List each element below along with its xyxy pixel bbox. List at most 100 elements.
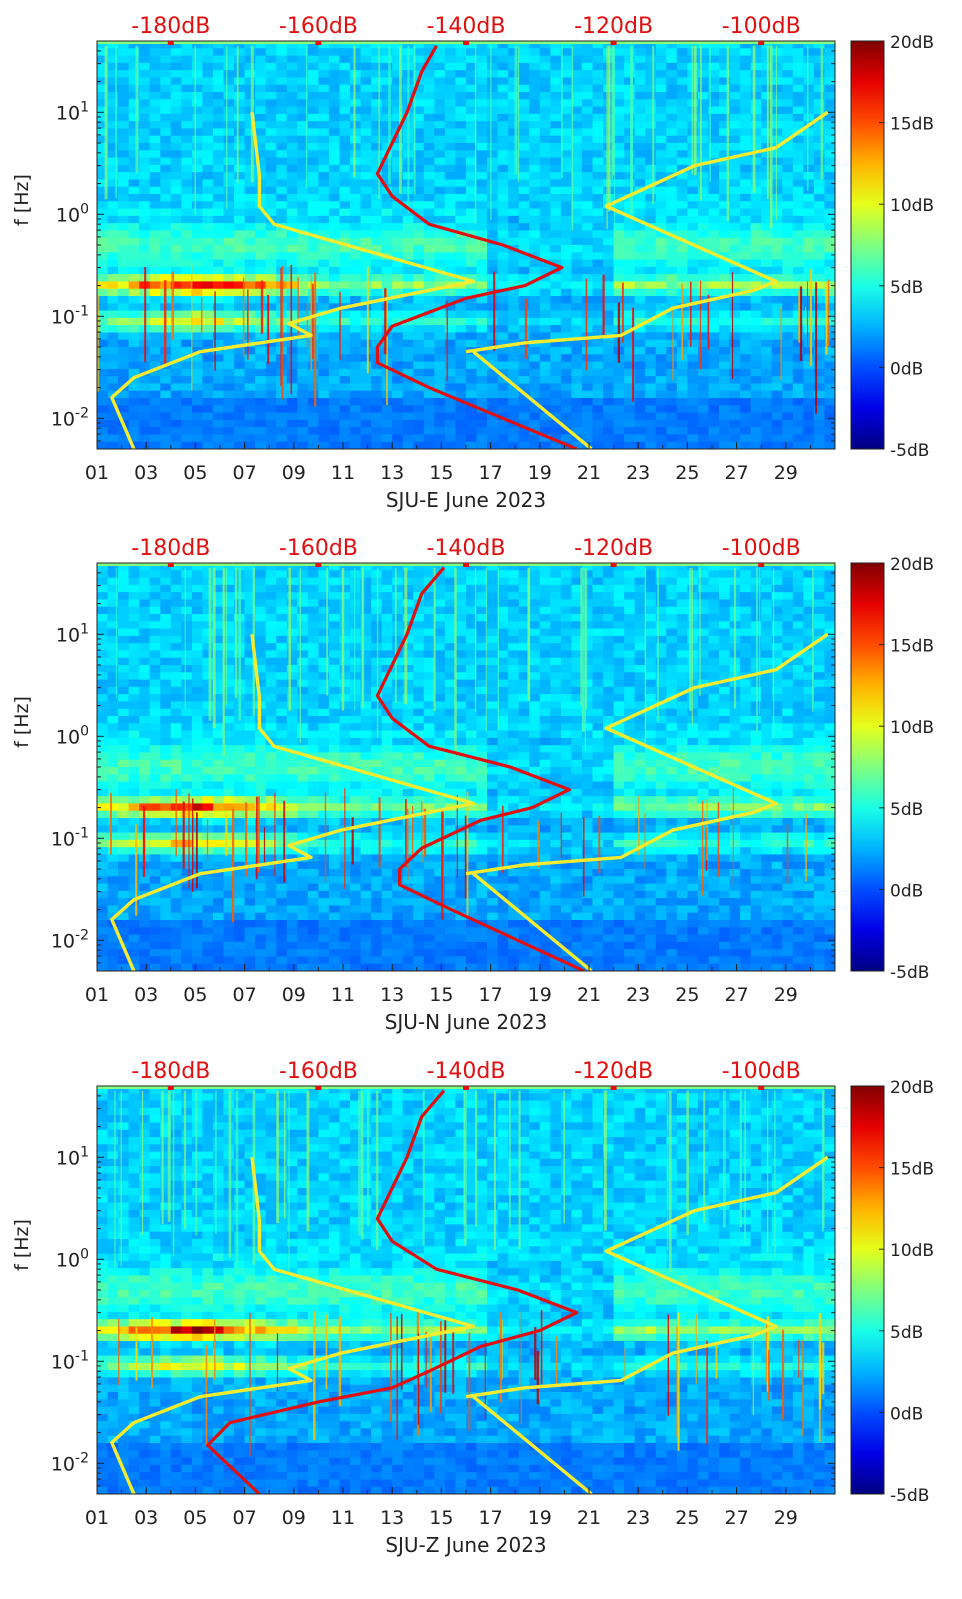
heatmap-cell xyxy=(244,767,256,775)
heatmap-cell xyxy=(339,361,351,370)
heatmap-cell xyxy=(560,266,573,275)
heatmap-cell xyxy=(97,847,109,856)
heatmap-cell xyxy=(118,398,130,406)
heatmap-cell xyxy=(286,55,298,64)
heatmap-cell xyxy=(708,92,720,100)
heatmap-cell xyxy=(191,296,204,304)
heatmap-cell xyxy=(107,599,119,608)
heatmap-cell xyxy=(118,796,130,805)
heatmap-cell xyxy=(97,164,109,173)
heatmap-cell xyxy=(202,296,214,304)
heatmap-cell xyxy=(149,296,161,304)
heatmap-cell xyxy=(118,839,130,848)
heatmap-cell xyxy=(371,172,383,181)
heatmap-cell xyxy=(476,303,488,312)
heatmap-cell xyxy=(118,708,130,717)
heatmap-cell xyxy=(455,70,467,79)
heatmap-cell xyxy=(255,150,267,159)
heatmap-cell xyxy=(655,361,667,370)
heatmap-cell xyxy=(676,274,688,283)
heatmap-cell xyxy=(634,266,646,275)
heatmap-cell xyxy=(455,128,467,137)
heatmap-cell xyxy=(339,84,351,93)
heatmap-cell xyxy=(265,157,277,166)
heatmap-cell xyxy=(107,186,119,195)
heatmap-cell xyxy=(581,303,594,312)
heatmap-cell xyxy=(550,223,562,232)
heatmap-cell xyxy=(191,310,204,319)
top-db-tick xyxy=(758,41,765,45)
heatmap-cell xyxy=(160,77,172,86)
heatmap-cell xyxy=(181,310,193,319)
heatmap-cell xyxy=(191,686,204,695)
heatmap-cell xyxy=(761,245,773,253)
heatmap-cell xyxy=(160,41,172,49)
heatmap-cell xyxy=(518,317,530,326)
heatmap-cell xyxy=(719,208,731,217)
heatmap-cell xyxy=(761,230,773,239)
heatmap-cell xyxy=(782,172,794,181)
heatmap-cell xyxy=(328,179,341,188)
heatmap-cell xyxy=(128,963,140,971)
heatmap-cell xyxy=(255,354,267,363)
heatmap-cell xyxy=(740,354,752,363)
heatmap-cell xyxy=(212,584,225,593)
heatmap-cell xyxy=(719,339,731,348)
heatmap-cell xyxy=(223,84,235,93)
heatmap-cell xyxy=(645,434,657,443)
heatmap-cell xyxy=(128,113,140,122)
heatmap-cell xyxy=(223,737,235,746)
heatmap-cell xyxy=(676,383,688,392)
heatmap-cell xyxy=(518,252,530,261)
heatmap-cell xyxy=(487,434,499,443)
heatmap-cell xyxy=(212,128,225,137)
heatmap-cell xyxy=(244,325,256,334)
heatmap-cell xyxy=(624,296,636,304)
heatmap-cell xyxy=(234,317,246,326)
heatmap-cell xyxy=(603,237,615,246)
heatmap-cell xyxy=(402,296,414,304)
heatmap-cell xyxy=(97,577,109,586)
heatmap-cell xyxy=(750,325,762,334)
heatmap-cell xyxy=(255,77,267,86)
heatmap-cell xyxy=(307,113,319,122)
heatmap-cell xyxy=(508,376,520,385)
heatmap-cell xyxy=(139,412,151,421)
heatmap-cell xyxy=(212,121,225,130)
heatmap-cell xyxy=(771,347,783,355)
heatmap-cell xyxy=(149,237,161,246)
heatmap-cell xyxy=(813,194,826,202)
heatmap-cell xyxy=(455,434,467,443)
heatmap-cell xyxy=(455,92,467,100)
heatmap-cell xyxy=(782,48,794,57)
heatmap-cell xyxy=(708,201,720,210)
heatmap-cell xyxy=(824,281,835,290)
heatmap-cell xyxy=(212,383,225,392)
heatmap-cell xyxy=(423,325,435,334)
heatmap-cell xyxy=(128,847,140,856)
heatmap-cell xyxy=(518,121,530,130)
heatmap-cell xyxy=(444,143,457,151)
heatmap-cell xyxy=(740,332,752,341)
heatmap-cell xyxy=(360,332,372,341)
heatmap-cell xyxy=(803,398,815,406)
heatmap-cell xyxy=(423,398,435,406)
heatmap-cell xyxy=(170,230,182,239)
heatmap-cell xyxy=(444,317,457,326)
heatmap-cell xyxy=(328,354,341,363)
heatmap-cell xyxy=(581,201,594,210)
heatmap-cell xyxy=(128,927,140,936)
heatmap-cell xyxy=(139,113,151,122)
heatmap-cell xyxy=(128,77,140,86)
heatmap-cell xyxy=(466,179,478,188)
heatmap-cell xyxy=(350,317,362,326)
heatmap-cell xyxy=(624,383,636,392)
heatmap-cell xyxy=(676,245,688,253)
heatmap-cell xyxy=(234,179,246,188)
heatmap-cell xyxy=(592,310,604,319)
heatmap-cell xyxy=(181,956,193,965)
heatmap-cell xyxy=(107,832,119,841)
heatmap-cell xyxy=(202,405,214,414)
heatmap-cell xyxy=(697,405,710,414)
heatmap-cell xyxy=(160,912,172,921)
